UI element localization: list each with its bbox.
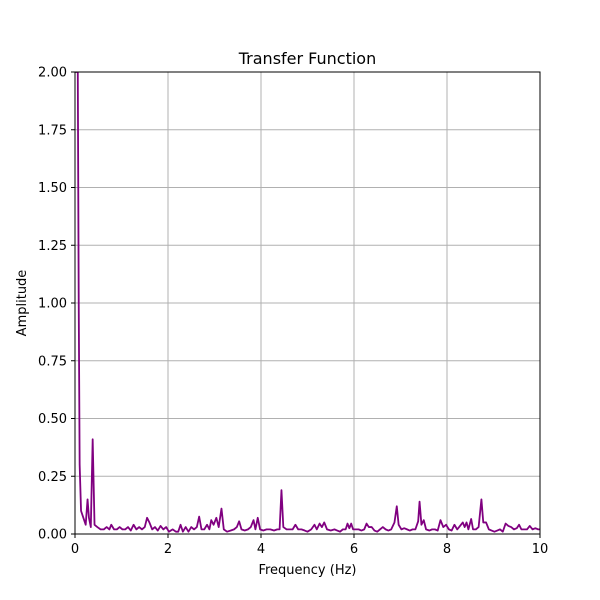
x-tick-label: 6 — [350, 542, 358, 557]
y-tick-label: 1.00 — [38, 297, 67, 312]
axis-ticks: 0 2 4 6 8 10 0.00 0.25 0.50 0.75 1.00 1.25 1.50 1.75 2… — [38, 66, 548, 558]
y-tick-label: 1.75 — [38, 123, 67, 138]
chart-title: Transfer Function — [238, 49, 376, 68]
y-tick-label: 2.00 — [38, 66, 67, 81]
x-tick-label: 10 — [532, 542, 549, 557]
amplitude-series-line — [75, 72, 540, 533]
x-tick-label: 8 — [443, 542, 451, 557]
y-tick-label: 0.00 — [38, 528, 67, 543]
y-axis-label: Amplitude — [15, 270, 30, 337]
x-tick-label: 4 — [257, 542, 265, 557]
x-axis-label: Frequency (Hz) — [258, 563, 356, 578]
y-tick-label: 0.50 — [38, 412, 67, 427]
x-tick-label: 2 — [164, 542, 172, 557]
y-tick-label: 0.75 — [38, 354, 67, 369]
x-tick-label: 0 — [71, 542, 79, 557]
y-tick-label: 0.25 — [38, 470, 67, 485]
y-tick-label: 1.25 — [38, 239, 67, 254]
y-tick-label: 1.50 — [38, 181, 67, 196]
series-layer — [75, 72, 540, 533]
